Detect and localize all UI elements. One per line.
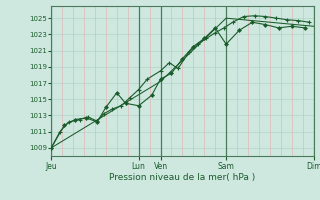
X-axis label: Pression niveau de la mer( hPa ): Pression niveau de la mer( hPa ) (109, 173, 256, 182)
